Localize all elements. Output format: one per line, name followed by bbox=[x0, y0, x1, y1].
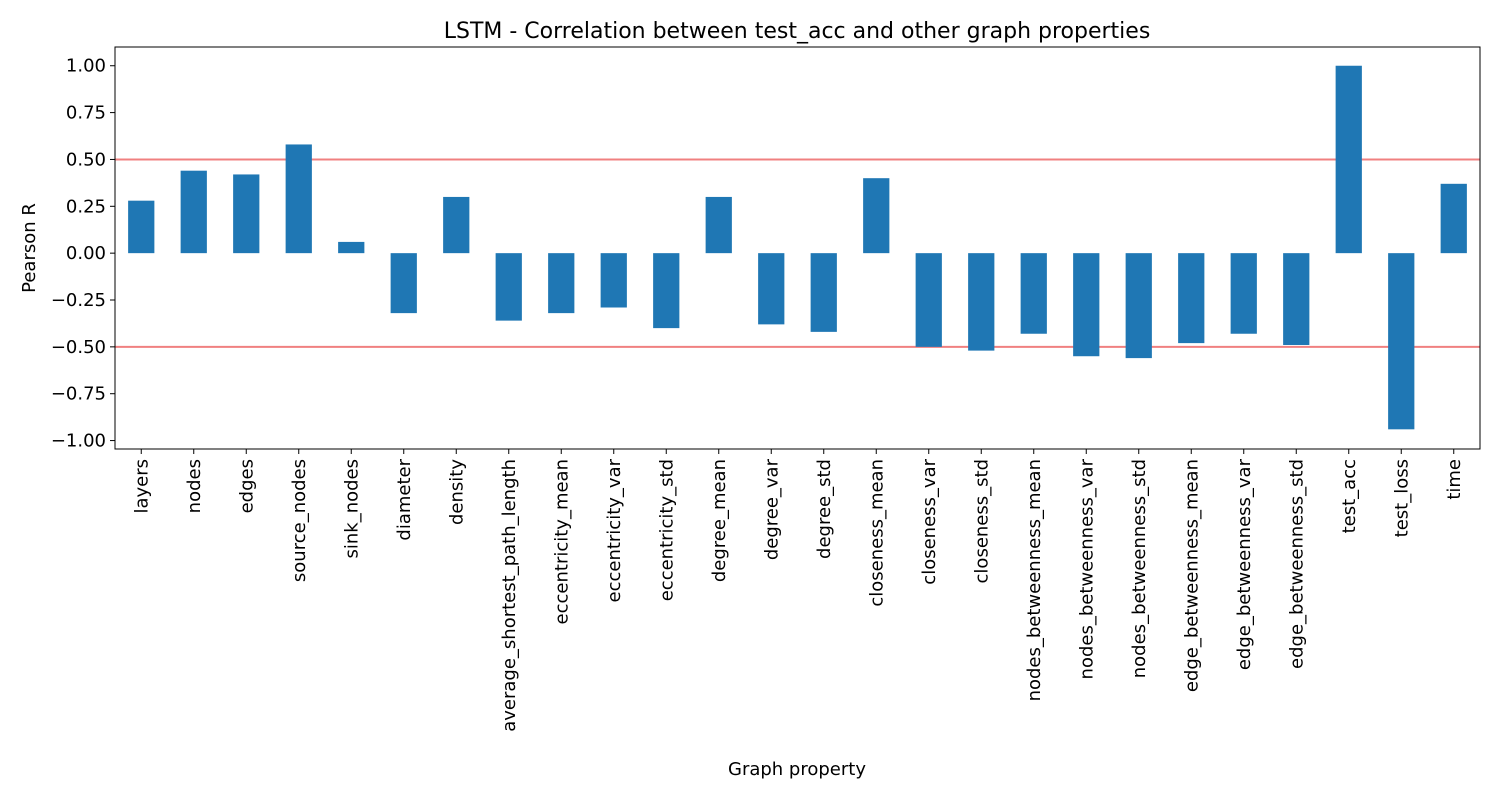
x-axis-label: Graph property bbox=[728, 759, 866, 780]
bar-degree_mean bbox=[705, 196, 732, 254]
x-tick-label: edges bbox=[236, 459, 257, 513]
bar-degree_std bbox=[810, 253, 837, 332]
bar-edge_betweenness_mean bbox=[1178, 253, 1205, 344]
y-tick-label: 0.75 bbox=[66, 103, 106, 124]
bar-eccentricity_mean bbox=[548, 253, 575, 314]
reference-lines bbox=[115, 158, 1480, 348]
bar-test_acc bbox=[1335, 65, 1362, 254]
x-tick-label: test_loss bbox=[1391, 459, 1412, 537]
bar-nodes_betweenness_var bbox=[1073, 253, 1100, 357]
x-tick-label: sink_nodes bbox=[341, 459, 362, 559]
y-axis-ticks: 1.00 0.75 0.50 0.25 0.00 −0.25 −0.50 −0.75 −1.00 bbox=[51, 56, 115, 452]
bar-nodes_betweenness_mean bbox=[1020, 253, 1047, 334]
x-tick-label: layers bbox=[131, 459, 152, 514]
bar-sink_nodes bbox=[338, 241, 365, 254]
y-tick-label: −0.75 bbox=[51, 384, 106, 405]
y-tick-label: 0.50 bbox=[66, 149, 106, 170]
x-tick-label: degree_var bbox=[761, 458, 782, 560]
x-tick-label: average_shortest_path_length bbox=[499, 459, 520, 732]
bar-source_nodes bbox=[285, 144, 312, 254]
bar-diameter bbox=[390, 253, 417, 314]
bars bbox=[128, 65, 1467, 430]
bar-closeness_var bbox=[915, 253, 942, 347]
x-tick-label: degree_mean bbox=[709, 459, 730, 582]
y-tick-label: 1.00 bbox=[66, 56, 106, 77]
x-tick-label: degree_std bbox=[814, 459, 835, 559]
bar-closeness_std bbox=[968, 253, 995, 351]
y-tick-label: −1.00 bbox=[51, 431, 106, 452]
y-tick-label: 0.25 bbox=[66, 196, 106, 217]
x-tick-label: test_acc bbox=[1339, 459, 1360, 533]
chart-title: LSTM - Correlation between test_acc and … bbox=[444, 19, 1151, 44]
x-tick-label: eccentricity_std bbox=[656, 459, 677, 601]
x-tick-label: closeness_var bbox=[919, 458, 940, 584]
bar-average_shortest_path_length bbox=[495, 253, 522, 321]
x-tick-label: nodes_betweenness_mean bbox=[1024, 459, 1045, 701]
x-tick-label: closeness_mean bbox=[866, 459, 887, 607]
bar-edge_betweenness_std bbox=[1283, 253, 1310, 345]
x-axis-ticks: layers nodes edges source_nodes sink_nodes di… bbox=[131, 449, 1465, 732]
x-tick-label: nodes_betweenness_std bbox=[1129, 459, 1150, 678]
y-tick-label: −0.25 bbox=[51, 290, 106, 311]
bar-density bbox=[443, 196, 470, 254]
bar-edge_betweenness_var bbox=[1230, 253, 1257, 334]
x-tick-label: time bbox=[1444, 459, 1465, 500]
plot-frame bbox=[114, 46, 1481, 450]
x-tick-label: source_nodes bbox=[289, 459, 310, 582]
x-tick-label: closeness_std bbox=[971, 459, 992, 583]
y-axis-label: Pearson R bbox=[19, 203, 40, 293]
x-tick-label: edge_betweenness_mean bbox=[1181, 459, 1202, 692]
bar-nodes_betweenness_std bbox=[1125, 253, 1152, 359]
y-tick-label: −0.50 bbox=[51, 337, 106, 358]
x-tick-label: diameter bbox=[394, 458, 415, 540]
bar-layers bbox=[128, 200, 155, 254]
x-tick-label: eccentricity_mean bbox=[551, 459, 572, 624]
x-tick-label: density bbox=[446, 459, 467, 525]
bar-degree_var bbox=[758, 253, 785, 325]
y-tick-label: 0.00 bbox=[66, 243, 106, 264]
x-tick-label: edge_betweenness_var bbox=[1234, 458, 1255, 670]
bar-eccentricity_std bbox=[653, 253, 680, 329]
bar-nodes bbox=[180, 170, 207, 254]
x-tick-label: eccentricity_var bbox=[604, 458, 625, 602]
x-tick-label: nodes_betweenness_var bbox=[1076, 458, 1097, 679]
bar-closeness_mean bbox=[863, 178, 890, 254]
x-tick-label: nodes bbox=[184, 459, 205, 513]
bar-eccentricity_var bbox=[600, 253, 627, 308]
x-tick-label: edge_betweenness_std bbox=[1286, 459, 1307, 669]
bar-test_loss bbox=[1388, 253, 1415, 430]
bar-edges bbox=[233, 174, 260, 254]
bar-time bbox=[1440, 183, 1467, 254]
